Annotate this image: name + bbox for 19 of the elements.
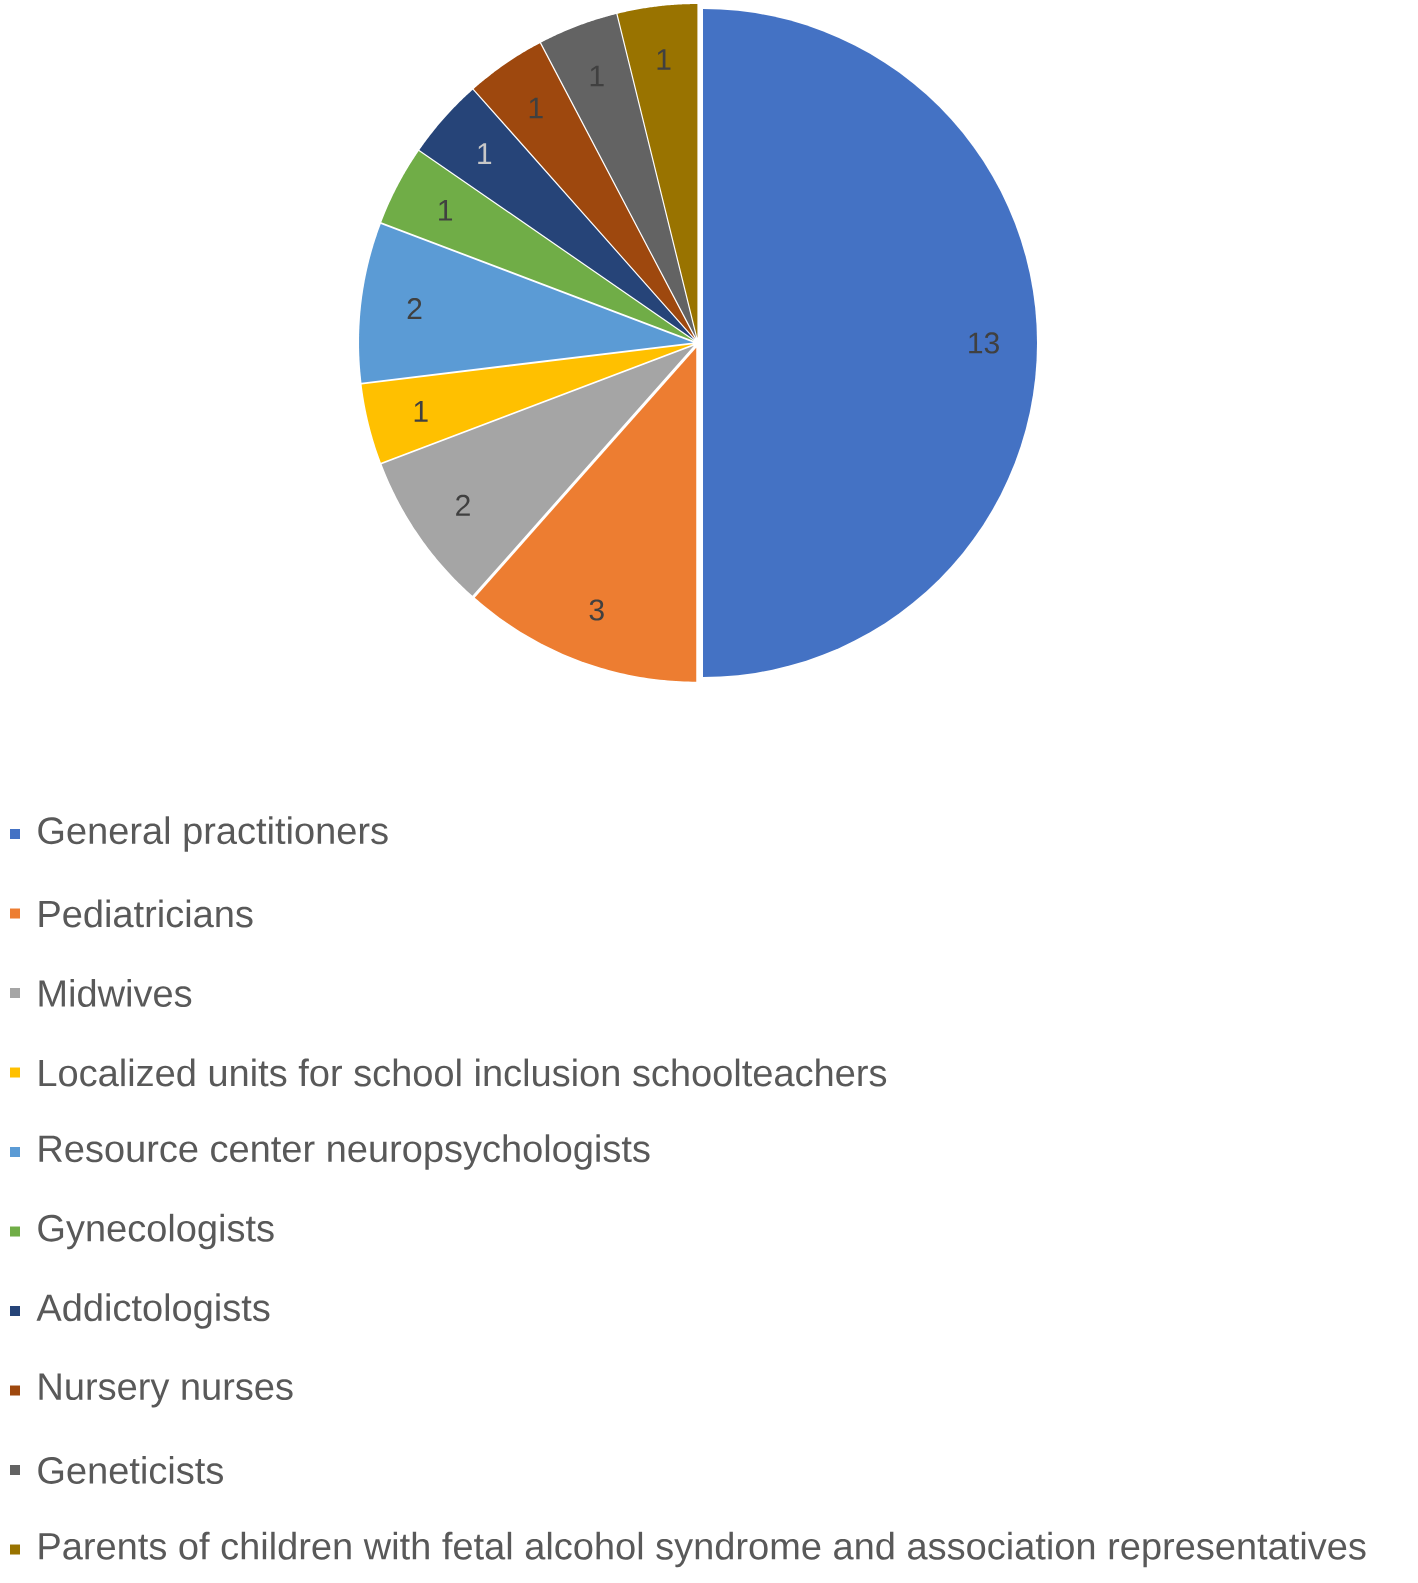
legend-label: Parents of children with fetal alcohol syndrome and association representatives bbox=[39, 1531, 1366, 1568]
data-label: 1 bbox=[657, 49, 671, 70]
data-label: 1 bbox=[529, 97, 543, 119]
legend-label: Gynecologists bbox=[38, 1213, 274, 1250]
legend-label: Nursery nurses bbox=[39, 1373, 293, 1408]
legend-label: Localized units for school inclusion schoolteachers bbox=[39, 1058, 887, 1087]
data-label: 1 bbox=[478, 143, 492, 164]
legend-label: Addictologists bbox=[36, 1293, 270, 1329]
legend-label: Geneticists bbox=[38, 1456, 223, 1484]
data-label: 1 bbox=[414, 401, 428, 422]
legend-label: Midwives bbox=[39, 979, 192, 1007]
legend-label: Pediatricians bbox=[39, 899, 253, 928]
legend-label: Resource center neuropsychologists bbox=[39, 1134, 650, 1170]
legend-label: General practitioners bbox=[38, 816, 388, 852]
data-label: 2 bbox=[456, 494, 470, 516]
data-label: 1 bbox=[439, 199, 453, 221]
data-label: 3 bbox=[589, 599, 604, 621]
data-label: 13 bbox=[969, 332, 999, 354]
data-label: 2 bbox=[407, 298, 422, 320]
